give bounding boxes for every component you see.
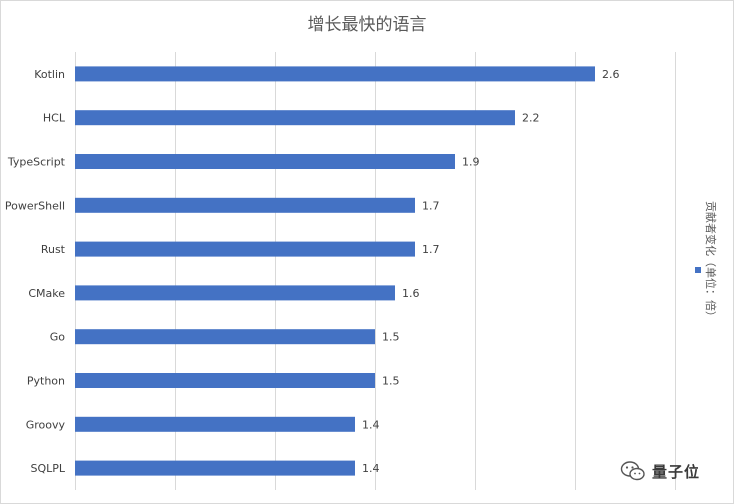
data-label: 1.9: [462, 156, 480, 169]
bar: [75, 154, 455, 169]
bar: [75, 66, 595, 82]
category-label: SQLPL: [30, 462, 65, 475]
bar: [75, 110, 515, 126]
data-label: 1.4: [362, 462, 380, 475]
data-label: 1.6: [402, 287, 420, 300]
data-label: 1.5: [382, 375, 400, 388]
category-label: PowerShell: [5, 199, 65, 212]
watermark-text: 量子位: [652, 462, 701, 481]
data-label: 2.6: [602, 68, 620, 81]
data-label: 1.7: [422, 243, 440, 256]
data-label: 1.5: [382, 331, 400, 344]
legend-swatch: [695, 267, 701, 273]
watermark: 量子位: [620, 458, 700, 484]
bar: [75, 416, 355, 432]
category-label: Groovy: [26, 418, 66, 431]
bar: [75, 373, 375, 388]
bar: [75, 329, 375, 345]
category-label: Rust: [41, 243, 66, 256]
category-label: Python: [27, 375, 65, 388]
data-label: 1.7: [422, 199, 440, 212]
category-label: TypeScript: [7, 156, 66, 169]
bar: [75, 241, 415, 257]
data-label: 1.4: [362, 418, 380, 431]
chart-title: 增长最快的语言: [308, 15, 427, 35]
bars: Kotlin 2.6 HCL 2.2 TypeScript 1.9 PowerShell 1.…: [5, 66, 620, 476]
category-label: Kotlin: [34, 68, 65, 81]
category-label: Go: [50, 331, 66, 344]
bar: [75, 285, 395, 301]
bar: [75, 197, 415, 213]
category-label: CMake: [28, 287, 65, 300]
wechat-icon: [620, 461, 645, 481]
bar: [75, 460, 355, 476]
legend: 贡献者变化（单位：倍）: [695, 201, 718, 322]
category-label: HCL: [43, 112, 66, 125]
data-label: 2.2: [522, 112, 540, 125]
legend-label: 贡献者变化（单位：倍）: [704, 201, 718, 322]
